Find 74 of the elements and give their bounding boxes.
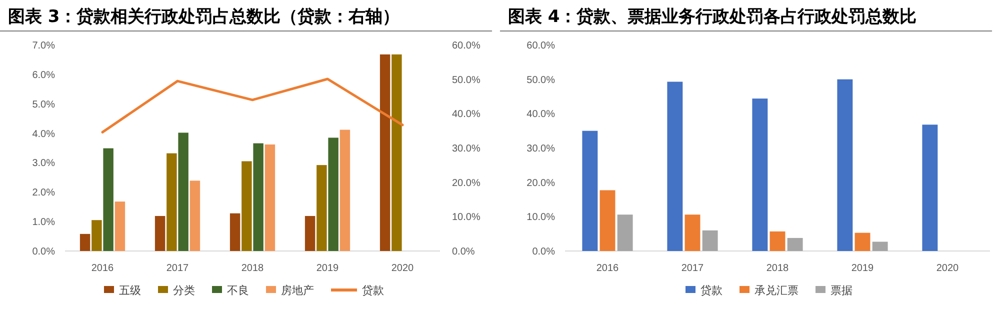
bar [154,216,166,251]
bar [190,180,200,251]
y-tick-label: 10.0% [526,212,556,224]
bar [854,232,870,251]
bar [316,165,327,251]
x-tick-label: 2019 [851,263,874,274]
y2-tick-label: 30.0% [452,144,480,154]
bar [114,202,126,251]
legend-label: 分类 [173,284,195,297]
chart-title: 图表 4：贷款、票据业务行政处罚各占行政处罚总数比 [508,7,917,27]
y-tick-label: 0.0% [32,246,56,258]
legend-label: 五级 [119,285,141,297]
y-tick-label: 0.0% [532,246,556,258]
bar [872,242,888,251]
bar [340,130,350,251]
chart-title: 图表 3：贷款相关行政处罚占总数比（贷款：右轴） [8,7,400,27]
y2-tick-label: 40.0% [452,109,480,120]
bar [667,82,683,251]
x-tick-label: 2019 [316,263,340,274]
x-tick-label: 2017 [681,263,704,274]
bar [684,214,700,251]
y-tick-label: 60.0% [526,40,556,52]
bar [617,214,633,251]
bar [770,231,786,251]
y-tick-label: 4.0% [32,128,56,140]
bar [103,148,114,251]
line-series [101,78,404,134]
legend-label: 承兑汇票 [754,284,798,297]
x-tick-label: 2016 [596,263,620,274]
bar [392,54,402,251]
y2-tick-label: 10.0% [452,212,480,224]
bar [837,79,853,251]
y2-tick-label: 50.0% [452,74,480,86]
legend-label: 不良 [227,284,249,297]
x-tick-label: 2018 [241,263,264,274]
x-tick-label: 2017 [166,263,190,274]
bar [328,138,338,251]
bar [922,124,938,251]
legend-label: 房地产 [281,284,314,297]
bar [582,130,598,251]
bar [702,230,718,251]
legend-label: 票据 [830,285,852,297]
y-tick-label: 1.0% [32,217,56,228]
bar [380,54,390,251]
bar [304,216,316,251]
x-tick-label: 2018 [766,263,790,274]
x-tick-label: 2020 [936,263,960,274]
bar [178,132,188,251]
y-tick-label: 30.0% [526,144,556,154]
y-tick-label: 2.0% [32,188,56,199]
bar [264,144,276,251]
bar [253,143,264,251]
y2-tick-label: 0.0% [452,246,475,258]
y-tick-label: 50.0% [526,74,556,86]
x-tick-label: 2020 [391,263,414,274]
bar [600,190,616,251]
bar [787,238,803,251]
y2-tick-label: 20.0% [452,178,480,189]
legend-label: 贷款 [700,284,722,297]
legend-label: 贷款 [362,284,384,297]
bar [242,161,252,251]
bar [92,220,102,251]
bar [230,213,240,251]
bar [80,234,90,251]
y-tick-label: 7.0% [32,40,56,52]
bar [752,98,768,251]
y2-tick-label: 60.0% [452,40,480,52]
y-tick-label: 3.0% [32,158,56,170]
y-tick-label: 20.0% [526,178,556,189]
x-tick-label: 2016 [91,263,114,274]
bar [166,153,177,251]
y-tick-label: 40.0% [526,109,556,120]
y-tick-label: 6.0% [32,70,56,81]
y-tick-label: 5.0% [32,99,56,110]
